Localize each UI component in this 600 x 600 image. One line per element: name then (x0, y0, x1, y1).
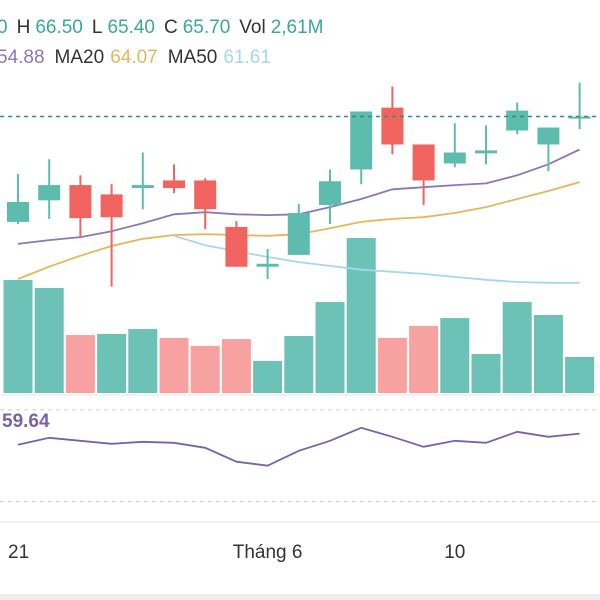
header-text: 64.07 (110, 47, 158, 68)
header-text: MA20 (55, 47, 105, 68)
candle-body (100, 194, 123, 218)
candle-body (412, 144, 435, 181)
x-tick-label: 10 (444, 542, 465, 563)
candle-body (350, 111, 373, 170)
rsi-value: 59.64 (2, 411, 50, 432)
candle-body (163, 180, 185, 189)
header: 0 H 66.50 L 65.40 C 65.70 Vol 2,61M 54.88 MA20 64.0… (0, 17, 324, 68)
volume-bar (97, 333, 127, 393)
volume-bar (159, 337, 189, 393)
header-text: 0 (0, 17, 8, 38)
candle-body (69, 185, 92, 219)
header-text: L (92, 17, 103, 38)
candle-body (319, 181, 341, 205)
x-tick-label: 21 (8, 542, 29, 563)
header-text: 65.40 (107, 17, 155, 38)
volume-bar (315, 302, 345, 393)
candle-body (568, 116, 591, 119)
volume-bar (346, 238, 376, 393)
candle-body (7, 202, 29, 222)
candle-body (256, 263, 279, 267)
volume-bar (34, 287, 64, 393)
candle-body (506, 110, 529, 131)
volume-bar (3, 279, 33, 393)
candle-body (225, 226, 248, 267)
header-text: H (17, 17, 31, 38)
candle-body (131, 185, 154, 189)
header-text: 65.70 (183, 17, 231, 38)
header-text: Vol (239, 17, 265, 38)
volume-bar (502, 302, 532, 393)
header-text: 61.61 (223, 47, 271, 68)
candle-body (443, 152, 466, 164)
candle-body (381, 107, 404, 145)
candle-body (287, 213, 310, 255)
volume-bar (377, 337, 407, 393)
volume-bar (253, 360, 283, 393)
volume-bar (565, 356, 595, 393)
volume-bar (409, 325, 439, 393)
candle-body (38, 185, 61, 201)
header-text: 54.88 (0, 47, 45, 68)
header-text: 2,61M (271, 17, 324, 38)
header-text: 66.50 (35, 17, 83, 38)
volume-bar (190, 345, 220, 393)
volume-bar (221, 339, 251, 393)
bottom-bar (0, 594, 600, 600)
rsi-line (17, 426, 580, 467)
volume-bar (471, 353, 501, 393)
volume-bar (533, 315, 563, 393)
x-tick-label: Tháng 6 (233, 542, 303, 563)
volume-bar (128, 328, 158, 393)
volume-bar (65, 335, 95, 393)
volume-bar (284, 336, 314, 393)
candle-body (537, 127, 560, 145)
header-text: C (164, 17, 178, 38)
candle-body (475, 150, 497, 154)
candle-body (194, 180, 217, 210)
header-text: MA50 (168, 47, 218, 68)
volume-bar (440, 318, 470, 393)
